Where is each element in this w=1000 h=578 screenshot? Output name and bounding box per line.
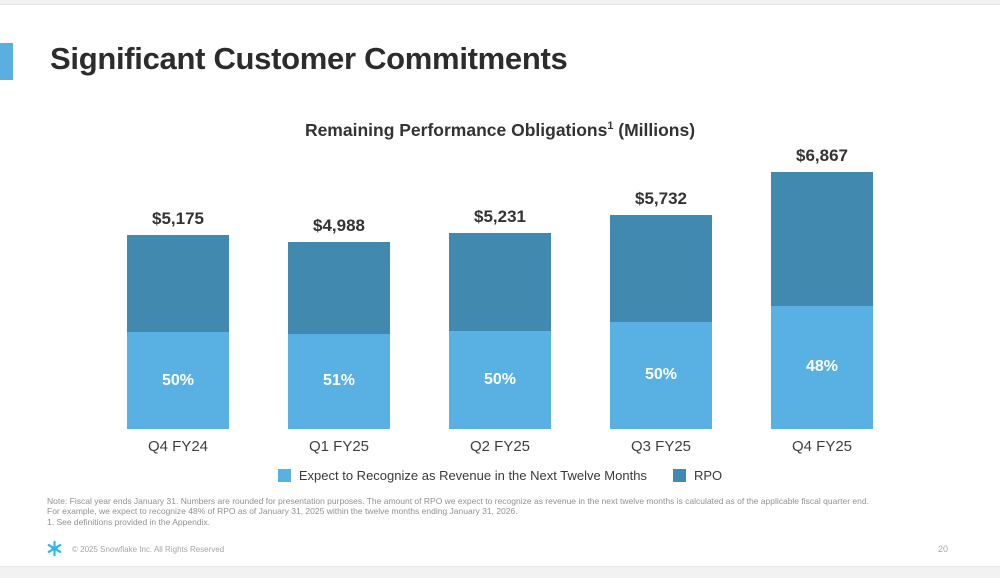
bar-segment-next-twelve-months: 51%: [288, 333, 390, 429]
title-accent-rect: [0, 43, 13, 80]
bar-category-label: Q2 FY25: [469, 438, 531, 455]
chart-title-main: Remaining Performance Obligations: [304, 120, 608, 140]
bar-segment-rpo: [288, 242, 390, 334]
bar-total-label: $4,988: [313, 216, 365, 236]
legend-label: Expect to Recognize as Revenue in the Ne…: [298, 468, 647, 483]
bar-column: $5,231 50% Q2 FY25: [449, 207, 551, 456]
bar-total-label: $5,732: [635, 188, 687, 208]
viewer-top-band: [0, 0, 1000, 5]
bar-category-label: Q3 FY25: [630, 438, 692, 455]
copyright-text: © 2025 Snowflake Inc. All Rights Reserve…: [72, 545, 225, 554]
bar-segment-rpo: [449, 233, 551, 332]
bar-column: $5,732 50% Q3 FY25: [610, 189, 712, 457]
bar-total-label: $5,175: [152, 209, 204, 229]
bar-percent-label: 48%: [805, 358, 839, 376]
bar-category-label: Q1 FY25: [308, 438, 370, 455]
bar-segment-next-twelve-months: 48%: [771, 305, 873, 429]
bar-segment-rpo: [771, 172, 873, 306]
stacked-bar: 51%: [288, 242, 390, 429]
bar-category-label: Q4 FY25: [791, 438, 853, 455]
legend-item-next-twelve-months: Expect to Recognize as Revenue in the Ne…: [277, 468, 647, 483]
bar-total-label: $6,867: [796, 146, 848, 166]
legend-swatch-dark-blue-icon: [672, 469, 686, 482]
footnotes: Note: Fiscal year ends January 31. Numbe…: [47, 496, 947, 527]
legend-swatch-light-blue-icon: [277, 469, 291, 482]
bar-segment-next-twelve-months: 50%: [610, 321, 712, 429]
stacked-bar: 50%: [610, 214, 712, 429]
stacked-bar: 50%: [127, 235, 229, 429]
bar-percent-label: 50%: [161, 371, 195, 389]
bar-segment-rpo: [127, 235, 229, 333]
bar-segment-next-twelve-months: 50%: [449, 331, 551, 429]
page-title: Significant Customer Commitments: [50, 41, 568, 76]
slide: Significant Customer Commitments Remaini…: [0, 5, 1000, 566]
bar-total-label: $5,231: [474, 207, 526, 227]
legend-label: RPO: [693, 468, 723, 483]
bar-segment-next-twelve-months: 50%: [127, 332, 229, 429]
footnote-line: 1. See definitions provided in the Appen…: [47, 516, 211, 527]
stacked-bar: 48%: [771, 172, 873, 429]
footnote-line: Note: Fiscal year ends January 31. Numbe…: [47, 496, 869, 506]
bar-column: $5,175 50% Q4 FY24: [127, 209, 229, 456]
bar-percent-label: 50%: [483, 371, 517, 389]
chart-title-units: (Millions): [613, 120, 696, 140]
bar-column: $6,867 48% Q4 FY25: [771, 146, 873, 456]
chart-title: Remaining Performance Obligations1 (Mill…: [0, 120, 1000, 141]
bar-segment-rpo: [610, 214, 712, 322]
bar-chart: $5,175 50% Q4 FY24 $4,988 51% Q1 FY25 $5,231 50…: [0, 146, 1000, 457]
snowflake-logo-icon: [47, 540, 62, 557]
bar-column: $4,988 51% Q1 FY25: [288, 216, 390, 456]
chart-legend: Expect to Recognize as Revenue in the Ne…: [0, 468, 1000, 483]
chart-title-footnote-marker: 1: [607, 120, 614, 133]
stacked-bar: 50%: [449, 233, 551, 429]
footnote-line: For example, we expect to recognize 48% …: [47, 506, 518, 517]
bar-category-label: Q4 FY24: [147, 438, 209, 455]
viewer-bottom-band: [0, 566, 1000, 578]
legend-item-rpo: RPO: [672, 468, 723, 483]
bar-percent-label: 51%: [322, 372, 356, 390]
page-number: 20: [938, 544, 949, 554]
bar-percent-label: 50%: [644, 366, 678, 384]
